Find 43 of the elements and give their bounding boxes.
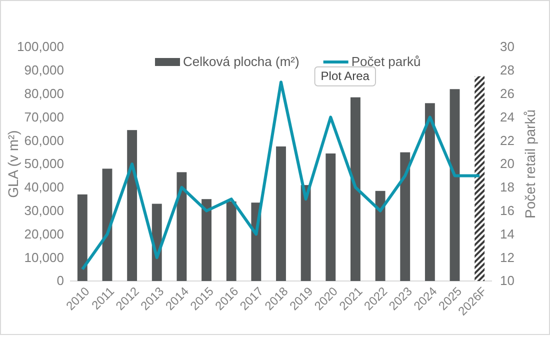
y2-tick-label: 22 <box>500 132 514 148</box>
y-tick-label: 10,000 <box>24 250 64 265</box>
y2-tick-label: 10 <box>500 273 514 288</box>
y-tick-label: 50,000 <box>24 156 64 172</box>
bar <box>400 152 410 281</box>
bar <box>375 190 386 281</box>
bar <box>176 172 187 281</box>
y-tick-label: 60,000 <box>24 132 64 148</box>
y-axis-title: GLA (v m²) <box>5 130 21 198</box>
y-tick-label: 0 <box>56 273 64 288</box>
y2-tick-label: 12 <box>500 250 514 265</box>
legend-label: Celková plocha (m²) <box>183 54 300 69</box>
y2-tick-label: 14 <box>500 226 514 242</box>
y-tick-label: 80,000 <box>24 86 64 101</box>
y-tick-label: 100,000 <box>17 39 64 54</box>
y2-tick-label: 24 <box>500 109 514 124</box>
y2-tick-label: 20 <box>500 156 514 172</box>
bar <box>226 201 236 281</box>
bar <box>474 76 485 281</box>
bar <box>300 185 311 281</box>
bar <box>102 168 112 281</box>
bar <box>77 194 88 281</box>
y-tick-label: 90,000 <box>24 62 64 78</box>
bar <box>276 146 286 281</box>
y-tick-label: 70,000 <box>24 109 64 124</box>
y-tick-label: 40,000 <box>24 180 64 195</box>
bar <box>450 89 460 281</box>
y2-axis-title: Počet retail parků <box>522 110 538 218</box>
legend-label: Počet parků <box>351 54 421 69</box>
bar <box>127 130 138 281</box>
annotation: Plot Area <box>320 68 370 83</box>
y2-tick-label: 30 <box>500 39 514 54</box>
line-series <box>80 80 482 271</box>
bar <box>424 103 435 281</box>
bar <box>202 199 212 281</box>
y2-tick-label: 16 <box>500 202 514 218</box>
y-tick-label: 30,000 <box>24 202 64 218</box>
y-tick-label: 20,000 <box>24 226 64 242</box>
bar <box>350 97 360 281</box>
y2-tick-label: 28 <box>500 62 514 78</box>
y2-tick-label: 26 <box>500 86 514 101</box>
y2-tick-label: 18 <box>500 180 514 195</box>
bar <box>326 153 336 281</box>
